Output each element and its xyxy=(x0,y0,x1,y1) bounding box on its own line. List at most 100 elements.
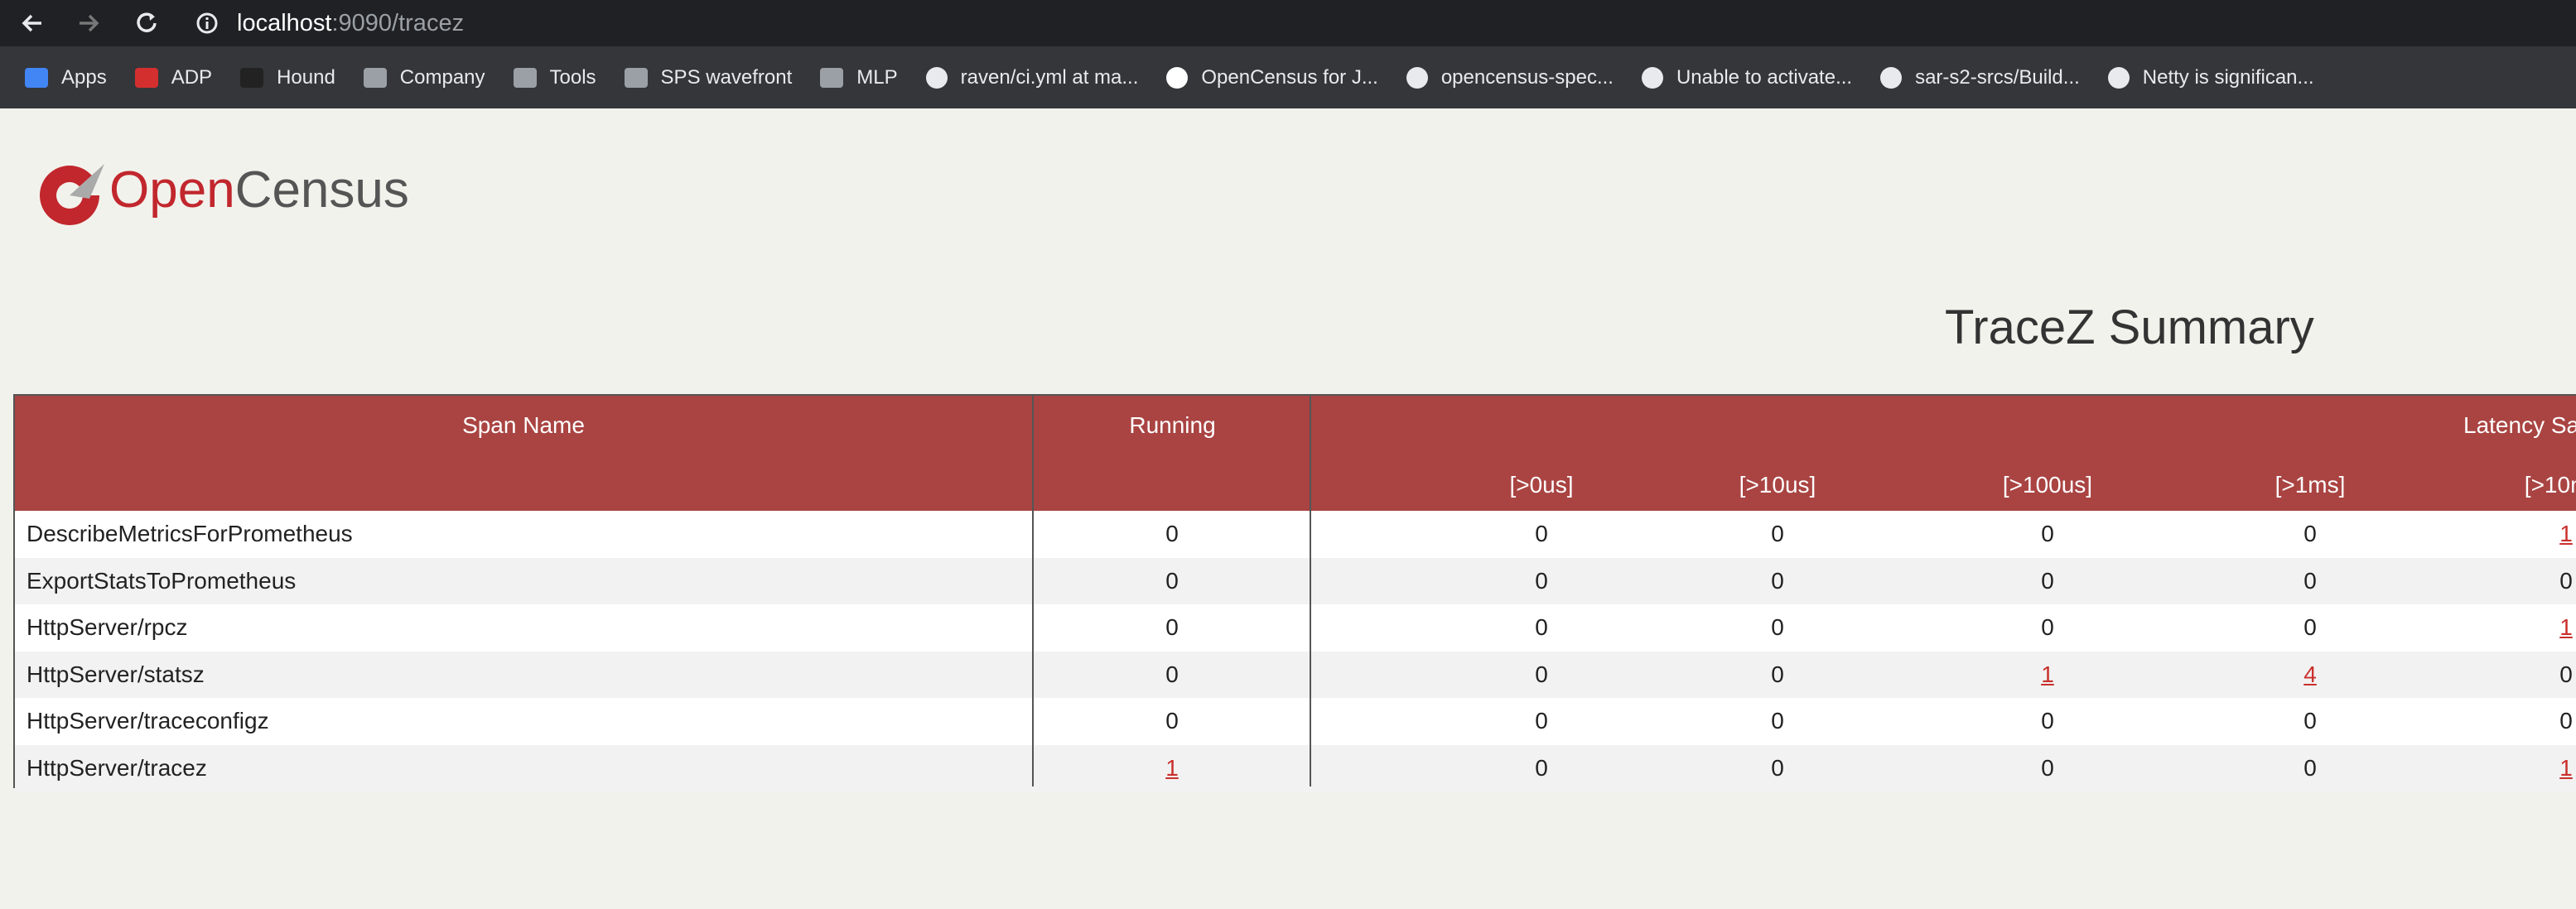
row-bg xyxy=(15,698,2576,745)
count-cell: 0 xyxy=(1165,567,1179,594)
count-cell: 0 xyxy=(1771,661,1784,687)
count-cell: 0 xyxy=(2303,521,2317,546)
count-cell: 0 xyxy=(1165,708,1179,733)
row-bg xyxy=(15,604,2576,652)
count-cell: 0 xyxy=(1535,661,1548,687)
count-cell: 0 xyxy=(2303,567,2317,594)
row-bg xyxy=(15,744,2576,791)
span-name: HttpServer/rpcz xyxy=(27,614,188,640)
count-cell: 0 xyxy=(1535,708,1548,733)
count-cell: 0 xyxy=(1771,708,1784,733)
browser-toolbar: localhost:9090/tracez xyxy=(0,0,2576,46)
bookmark-icon xyxy=(1166,66,1189,89)
bookmark[interactable]: Hound xyxy=(240,66,335,89)
count-cell: 0 xyxy=(1535,567,1548,594)
header-bg xyxy=(15,396,2576,511)
bookmark-icon xyxy=(1880,66,1903,89)
column-divider xyxy=(1310,396,1311,786)
bookmark-label: Netty is significan... xyxy=(2142,65,2314,89)
span-name: HttpServer/statsz xyxy=(27,661,205,687)
bookmark-label: Hound xyxy=(277,65,335,89)
header-span-name: Span Name xyxy=(462,412,585,438)
count-cell: 0 xyxy=(1771,521,1784,546)
count-cell[interactable]: 4 xyxy=(2303,661,2317,687)
bookmark-icon xyxy=(2107,66,2130,89)
url-bar[interactable]: localhost:9090/tracez xyxy=(237,8,464,38)
count-cell: 0 xyxy=(2041,754,2054,781)
bookmark-icon xyxy=(363,67,387,88)
bookmark[interactable]: Apps xyxy=(25,66,107,89)
logo-text: OpenCensus xyxy=(109,157,409,224)
bookmark-label: sar-s2-srcs/Build... xyxy=(1915,65,2080,89)
count-cell[interactable]: 1 xyxy=(1165,754,1179,781)
count-cell: 0 xyxy=(2559,567,2573,594)
count-cell: 0 xyxy=(1771,754,1784,781)
bookmark[interactable]: Company xyxy=(363,65,485,89)
bookmark-label: SPS wavefront xyxy=(660,65,793,89)
span-name: HttpServer/traceconfigz xyxy=(27,708,269,733)
bookmark[interactable]: Netty is significan... xyxy=(2107,65,2314,89)
summary-table: Span Name Running Latency Samples [>0us] [>1… xyxy=(13,394,2576,791)
bookmark-label: Company xyxy=(399,65,485,89)
span-name: ExportStatsToPrometheus xyxy=(27,567,297,594)
column-divider xyxy=(1032,396,1034,786)
bookmark-icon xyxy=(1641,66,1663,89)
forward-button[interactable] xyxy=(80,14,99,32)
count-cell: 0 xyxy=(1535,754,1548,781)
count-cell: 0 xyxy=(2041,708,2054,733)
bookmark[interactable]: SPS wavefront xyxy=(624,65,793,89)
bookmark[interactable]: ADP xyxy=(134,66,212,89)
bookmark-label: opencensus-spec... xyxy=(1440,65,1614,89)
bookmark[interactable]: OpenCensus for J... xyxy=(1166,66,1378,89)
count-cell: 0 xyxy=(1165,661,1179,687)
header-running: Running xyxy=(1129,412,1216,438)
header-bucket: [>0us] xyxy=(1509,472,1574,498)
back-button[interactable] xyxy=(22,14,41,32)
bookmark-icon xyxy=(513,67,537,88)
header-latency: Latency Samples xyxy=(2463,412,2576,438)
count-cell: 0 xyxy=(2559,661,2573,687)
count-cell[interactable]: 1 xyxy=(2041,661,2054,687)
header-bucket: [>100us] xyxy=(2002,472,2093,498)
reload-button[interactable] xyxy=(137,12,157,32)
row-bg xyxy=(15,511,2576,558)
header-bucket: [>10ms] xyxy=(2524,472,2576,498)
bookmark-icon xyxy=(240,67,264,88)
bookmark[interactable]: sar-s2-srcs/Build... xyxy=(1880,66,2080,89)
bookmark-label: raven/ci.yml at ma... xyxy=(960,65,1139,89)
bookmark-label: MLP xyxy=(856,65,898,89)
bookmark[interactable]: raven/ci.yml at ma... xyxy=(925,65,1139,89)
count-cell: 0 xyxy=(1165,521,1179,546)
count-cell: 0 xyxy=(2041,567,2054,594)
count-cell: 0 xyxy=(2041,614,2054,640)
nav-icons xyxy=(22,12,157,32)
count-cell: 0 xyxy=(1535,614,1548,640)
url-host: localhost xyxy=(237,10,332,36)
bookmarks-bar: Apps ADP Hound Company Tools SPS wavefront MLP… xyxy=(0,46,2576,108)
count-cell: 0 xyxy=(1771,614,1784,640)
bookmark-label: Unable to activate... xyxy=(1676,65,1853,89)
header-bucket: [>10us] xyxy=(1739,472,1816,498)
logo-open: Open xyxy=(109,161,235,219)
logo-census: Census xyxy=(234,161,409,219)
bookmark-icon xyxy=(25,67,48,88)
bookmark-icon xyxy=(1406,66,1428,89)
bookmark-icon xyxy=(624,67,648,88)
count-cell: 0 xyxy=(2303,754,2317,781)
count-cell[interactable]: 1 xyxy=(2559,754,2573,781)
bookmark-label: Tools xyxy=(549,65,596,89)
bookmark[interactable]: opencensus-spec... xyxy=(1406,66,1614,89)
span-name: DescribeMetricsForPrometheus xyxy=(27,521,353,546)
page-title: TraceZ Summary xyxy=(1945,301,2314,354)
header-bucket: [>1ms] xyxy=(2275,472,2346,498)
count-cell[interactable]: 1 xyxy=(2559,521,2573,546)
bookmark[interactable]: Tools xyxy=(513,65,596,89)
count-cell: 0 xyxy=(2559,708,2573,733)
bookmark[interactable]: MLP xyxy=(820,65,898,89)
bookmark-icon xyxy=(134,67,158,88)
count-cell[interactable]: 1 xyxy=(2559,614,2573,640)
span-name: HttpServer/tracez xyxy=(27,754,207,781)
bookmark[interactable]: Unable to activate... xyxy=(1641,65,1853,89)
row-bg xyxy=(15,651,2576,698)
